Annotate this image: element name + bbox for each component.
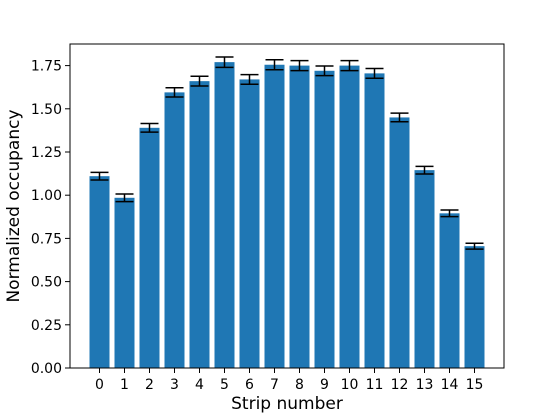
bar-4 [189,81,210,369]
x-tick-label: 6 [245,377,254,393]
error-bar-12 [390,112,409,123]
x-tick-label: 7 [270,377,279,393]
y-tick-label: 0.25 [31,318,62,334]
bar-1 [114,197,135,368]
x-tick-label: 13 [416,377,434,393]
bar-7 [264,64,285,369]
x-tick-label: 2 [145,377,154,393]
error-bar-10 [340,59,359,72]
y-tick-label: 0.75 [31,231,62,247]
x-tick-label: 10 [341,377,359,393]
y-tick-label: 1.25 [31,145,62,161]
y-tick-label: 1.00 [31,188,62,204]
y-tick-label: 0.00 [31,361,62,377]
bar-11 [364,73,385,368]
bar-5 [214,62,235,368]
x-tick-label: 5 [220,377,229,393]
x-tick-label: 1 [120,377,129,393]
error-bar-13 [415,165,434,175]
error-bar-11 [365,67,384,79]
plot-frame [69,43,505,369]
bar-0 [89,176,110,368]
bar-15 [464,246,485,368]
bars-group [89,62,485,369]
bar-14 [439,213,460,368]
error-bar-15 [465,242,484,250]
bar-6 [239,79,260,369]
bar-8 [289,65,310,368]
bar-3 [164,92,185,368]
bar-9 [314,70,335,368]
error-bar-8 [290,59,309,72]
error-bar-1 [115,193,134,203]
x-tick-label: 9 [320,377,329,393]
x-axis-ticks: 0 1 2 3 4 5 6 7 8 9 10 11 12 13 14 15 [95,368,483,393]
bar-10 [339,65,360,368]
y-tick-label: 1.75 [31,59,62,75]
error-bars-group [90,56,484,250]
y-tick-label: 1.50 [31,102,62,118]
error-bar-2 [140,122,159,133]
x-tick-label: 4 [195,377,204,393]
bar-13 [414,170,435,368]
x-tick-label: 11 [366,377,384,393]
x-tick-label: 3 [170,377,179,393]
bar-12 [389,117,410,368]
x-axis-label: Strip number [231,394,343,414]
x-tick-label: 14 [441,377,459,393]
y-axis-ticks: 0.00 0.25 0.50 0.75 1.00 1.25 1.50 1.75 [31,59,70,377]
x-tick-label: 8 [295,377,304,393]
error-bar-4 [190,75,209,87]
y-tick-label: 0.50 [31,275,62,291]
error-bar-3 [165,86,184,98]
x-tick-label: 12 [391,377,409,393]
x-tick-label: 0 [95,377,104,393]
error-bar-14 [440,209,459,218]
error-bar-7 [265,58,284,71]
error-bar-5 [215,56,234,69]
y-axis-label: Normalized occupancy [4,109,24,302]
error-bar-9 [315,65,334,77]
x-tick-label: 15 [466,377,484,393]
error-bar-0 [90,171,109,181]
error-bar-6 [240,73,259,86]
bar-2 [139,127,160,368]
